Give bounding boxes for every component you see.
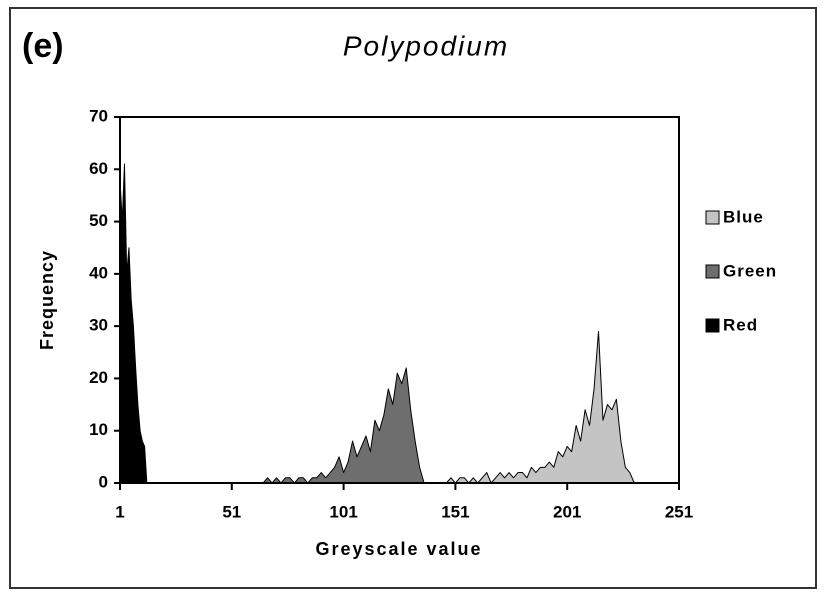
area [262,367,425,484]
y-tick-label: 60 [89,159,108,178]
legend-swatch [705,264,720,279]
y-axis-title: Frequency [37,250,57,350]
legend-swatch [705,318,720,333]
y-tick-label: 30 [89,316,108,335]
area [119,163,148,484]
x-tick-label: 101 [329,502,357,521]
x-axis-title: Greyscale value [315,539,482,559]
x-tick-label: 201 [553,502,581,521]
legend-label: Green [723,261,777,280]
legend-swatch [705,210,720,225]
y-tick-label: 0 [99,472,108,491]
y-tick-label: 50 [89,211,108,230]
legend-label: Blue [723,207,764,226]
y-tick-label: 20 [89,368,108,387]
plot-border [119,116,680,484]
x-tick-label: 251 [665,502,693,521]
panel-label: (e) [22,27,64,65]
y-tick-label: 40 [89,263,108,282]
chart-title: Polypodium [343,30,509,61]
x-tick-label: 1 [115,502,124,521]
x-tick-label: 151 [441,502,469,521]
legend-label: Red [723,315,758,334]
y-tick-label: 10 [89,420,108,439]
y-tick-label: 70 [89,106,108,125]
x-tick-label: 51 [222,502,241,521]
